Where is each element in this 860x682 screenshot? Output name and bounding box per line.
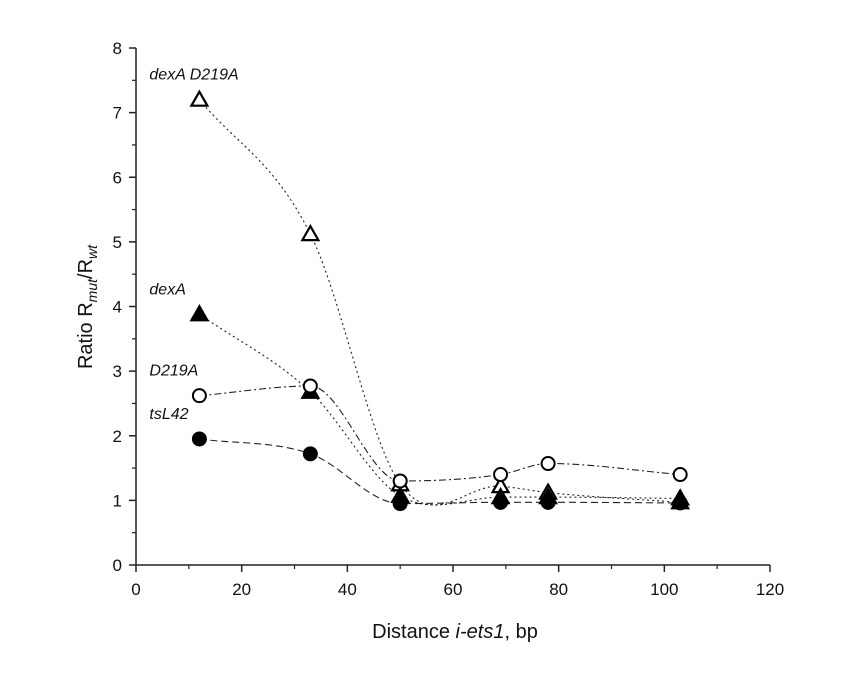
x-tick-label: 120 [756, 580, 784, 599]
y-tick-label: 5 [113, 233, 122, 252]
y-tick-label: 4 [113, 298, 122, 317]
y-tick-label: 8 [113, 39, 122, 58]
y-tick-label: 2 [113, 427, 122, 446]
data-point-dexa [189, 304, 210, 322]
data-point-dexa-d219a [300, 223, 321, 242]
x-axis-title: Distance i-ets1, bp [372, 621, 538, 643]
series-line-dexa [199, 313, 681, 506]
series-line-d219a [199, 385, 681, 482]
series-label-dexa: dexA [149, 281, 185, 298]
series-label-tsl42: tsL42 [149, 406, 188, 423]
data-point-d219a [493, 467, 509, 483]
x-tick-label: 80 [549, 580, 568, 599]
data-point-tsl42 [392, 496, 408, 512]
series-markers [189, 89, 691, 512]
y-axis-title: Ratio Rmut/Rwt [75, 244, 100, 369]
data-point-tsl42 [672, 495, 688, 511]
series-line-dexa-d219a [198, 99, 681, 506]
data-point-d219a [191, 388, 207, 404]
data-point-d219a [540, 456, 556, 472]
series-line-tsl42 [199, 438, 681, 505]
y-tick-label: 6 [113, 168, 122, 187]
data-point-tsl42 [302, 446, 318, 462]
data-point-d219a [392, 473, 408, 489]
y-tick-label: 3 [113, 362, 122, 381]
x-tick-label: 60 [444, 580, 463, 599]
x-tick-label: 0 [131, 580, 140, 599]
data-point-d219a [672, 467, 688, 483]
x-tick-label: 40 [338, 580, 357, 599]
x-tick-label: 20 [232, 580, 251, 599]
data-point-dexa-d219a [189, 89, 210, 107]
data-point-tsl42 [493, 494, 509, 510]
series-label-dexa-d219a: dexA D219A [149, 67, 238, 84]
y-tick-label: 0 [113, 556, 122, 575]
series-label-d219a: D219A [149, 363, 198, 380]
y-tick-label: 7 [113, 104, 122, 123]
data-point-tsl42 [191, 431, 207, 447]
series-labels: dexA D219A dexA D219A tsL42 [149, 67, 238, 423]
data-point-d219a [302, 378, 318, 394]
series-lines [198, 99, 681, 506]
y-tick-label: 1 [113, 491, 122, 510]
x-tick-label: 100 [650, 580, 678, 599]
data-point-tsl42 [540, 494, 556, 510]
